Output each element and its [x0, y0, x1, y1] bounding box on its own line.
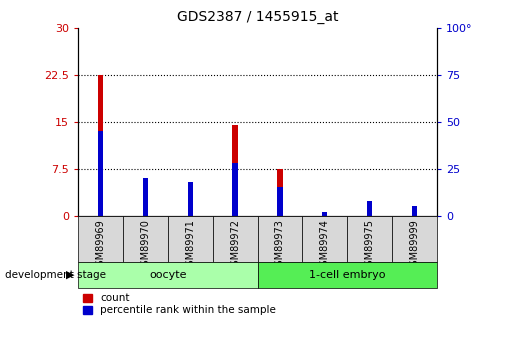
- Text: GSM89972: GSM89972: [230, 219, 240, 272]
- Bar: [258, 216, 302, 262]
- Text: 1-cell embryo: 1-cell embryo: [309, 270, 385, 280]
- Bar: [322, 212, 327, 216]
- Bar: [168, 216, 213, 262]
- Text: oocyte: oocyte: [149, 270, 187, 280]
- Bar: [412, 206, 417, 216]
- Bar: [232, 163, 238, 216]
- Bar: [213, 216, 258, 262]
- Bar: [277, 169, 283, 216]
- Bar: [98, 131, 104, 216]
- Bar: [78, 216, 123, 262]
- Bar: [98, 75, 104, 216]
- Text: development stage: development stage: [5, 270, 106, 280]
- Bar: [188, 182, 193, 216]
- Text: GSM89970: GSM89970: [140, 219, 150, 272]
- Text: GSM89969: GSM89969: [95, 219, 106, 272]
- Bar: [143, 197, 148, 216]
- Bar: [277, 187, 283, 216]
- Bar: [392, 216, 437, 262]
- Bar: [78, 262, 258, 288]
- Text: GSM89974: GSM89974: [320, 219, 330, 272]
- Bar: [258, 262, 437, 288]
- Text: GSM89973: GSM89973: [275, 219, 285, 272]
- Bar: [367, 200, 372, 216]
- Bar: [347, 216, 392, 262]
- Text: ▶: ▶: [66, 270, 75, 280]
- Text: GSM89999: GSM89999: [410, 219, 420, 272]
- Bar: [412, 209, 417, 216]
- Bar: [123, 216, 168, 262]
- Legend: count, percentile rank within the sample: count, percentile rank within the sample: [83, 293, 276, 315]
- Bar: [143, 178, 148, 216]
- Bar: [232, 125, 238, 216]
- Title: GDS2387 / 1455915_at: GDS2387 / 1455915_at: [177, 10, 338, 24]
- Text: GSM89971: GSM89971: [185, 219, 195, 272]
- Bar: [367, 206, 372, 216]
- Bar: [302, 216, 347, 262]
- Bar: [188, 200, 193, 216]
- Text: GSM89975: GSM89975: [365, 219, 375, 272]
